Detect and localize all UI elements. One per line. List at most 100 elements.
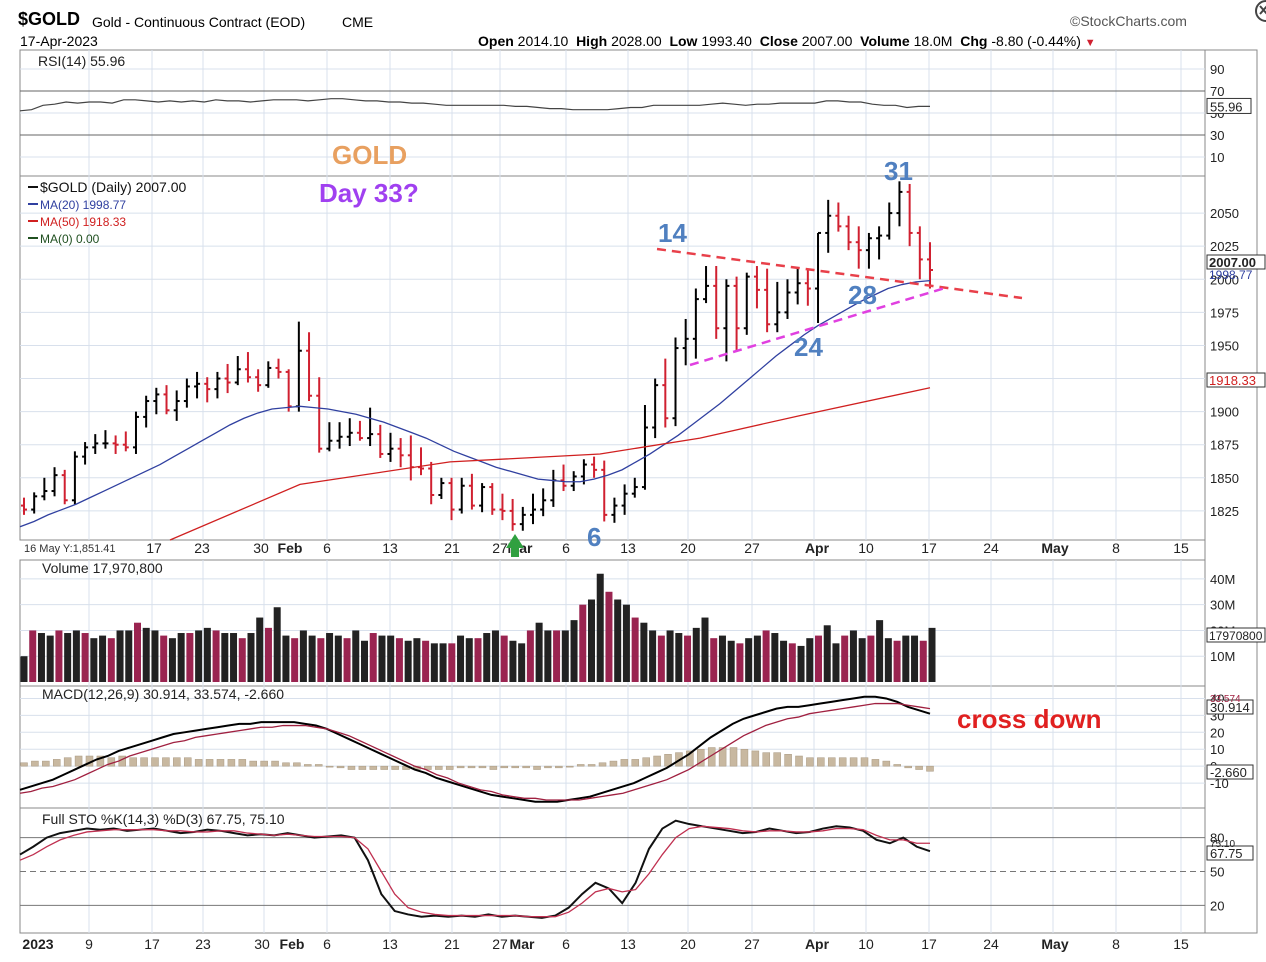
volume-bar	[797, 645, 805, 682]
bottom-date-label: May	[1041, 936, 1068, 952]
macd-histogram-bar	[52, 759, 61, 767]
price-date-label: 8	[1112, 540, 1120, 556]
macd-histogram-bar	[314, 764, 323, 767]
macd-histogram-bar	[456, 765, 465, 769]
macd-histogram-bar	[511, 765, 519, 769]
macd-histogram-bar	[882, 760, 891, 767]
macd-histogram-bar	[904, 765, 912, 769]
macd-histogram-bar	[467, 765, 476, 769]
bottom-date-label: 15	[1173, 936, 1189, 952]
volume-bar	[483, 633, 491, 682]
close-label: Close	[759, 33, 798, 49]
volume-bar	[334, 635, 342, 682]
sto-tick-label: 80	[1210, 831, 1224, 846]
bottom-date-label: 13	[620, 936, 636, 952]
volume-bar	[81, 633, 89, 682]
price-date-label: 20	[680, 540, 696, 556]
sto-title: Full STO %K(14,3) %D(3) 67.75, 75.10	[42, 811, 285, 827]
volume-bar	[99, 635, 107, 682]
price-date-label: Apr	[805, 540, 830, 556]
price-tick-label: 2050	[1210, 206, 1239, 221]
macd-histogram-bar	[773, 752, 781, 767]
ma50-last-value: 1918.33	[1209, 373, 1256, 388]
macd-histogram-bar	[806, 757, 814, 767]
volume-bar	[815, 635, 822, 682]
macd-histogram-bar	[293, 762, 301, 767]
macd-histogram-bar	[435, 765, 443, 770]
volume-last-value: 17970800	[1209, 629, 1263, 643]
resistance-trendline	[656, 247, 1023, 300]
volume-bar	[273, 607, 281, 682]
price-date-label: 17	[146, 540, 162, 556]
volume-title: Volume 17,970,800	[42, 560, 163, 576]
macd-histogram-bar	[369, 765, 378, 770]
price-date-label: 6	[323, 540, 331, 556]
macd-histogram-bar	[347, 765, 356, 770]
price-date-label: 13	[382, 540, 398, 556]
bottom-date-label: 6	[323, 936, 331, 952]
macd-histogram-bar	[31, 760, 39, 767]
macd-histogram-bar	[183, 757, 192, 767]
macd-histogram-bar	[227, 759, 236, 767]
chart-date: 17-Apr-2023	[20, 33, 98, 49]
macd-histogram-bar	[697, 748, 705, 767]
volume-bar	[518, 643, 526, 682]
macd-histogram-bar	[762, 752, 771, 767]
macd-histogram-bar	[325, 765, 334, 768]
macd-histogram-bar	[740, 748, 749, 767]
macd-histogram-bar	[860, 757, 869, 767]
volume-bar	[919, 640, 927, 682]
price-tick-label: 2000	[1210, 272, 1239, 287]
macd-histogram-bar	[817, 757, 825, 767]
price-tick-label: 1850	[1210, 471, 1239, 486]
macd-histogram-bar	[598, 762, 607, 767]
price-tick-label: 1825	[1210, 504, 1239, 519]
volume-bar	[911, 635, 919, 682]
high-label: High	[576, 33, 608, 49]
rsi-last-value: 55.96	[1210, 99, 1243, 114]
stockcharts-brand[interactable]: ©StockCharts.com	[1070, 13, 1187, 29]
bottom-date-label: Feb	[280, 936, 305, 952]
gold-annotation: GOLD	[332, 140, 408, 170]
volume-bar	[823, 625, 831, 682]
price-legend-item: MA(0) 0.00	[40, 232, 100, 246]
volume-bar	[553, 630, 561, 682]
macd-histogram-bar	[140, 757, 148, 767]
bottom-date-label: 21	[444, 936, 460, 952]
price-date-label: 17	[921, 540, 937, 556]
price-date-label: May	[1041, 540, 1068, 556]
macd-histogram-bar	[194, 759, 203, 767]
wave-label-31: 31	[884, 156, 913, 186]
volume-bar	[247, 633, 255, 682]
close-icon[interactable]	[1247, 0, 1266, 22]
volume-bar	[491, 630, 499, 682]
macd-histogram-bar	[151, 757, 159, 767]
volume-bar	[500, 635, 508, 682]
volume-bar	[753, 635, 761, 682]
volume-bar	[849, 630, 857, 682]
bottom-date-label: 27	[744, 936, 760, 952]
volume-label: Volume	[860, 33, 910, 49]
macd-histogram-bar	[751, 750, 760, 767]
volume-bar	[570, 620, 578, 682]
volume-bar	[902, 635, 910, 682]
volume-last-box	[1206, 627, 1266, 643]
volume-bar	[832, 643, 840, 682]
ma50-line	[169, 387, 931, 541]
price-date-label: Feb	[278, 540, 303, 556]
volume-bar	[806, 638, 814, 682]
volume-bar	[203, 627, 211, 682]
macd-histogram-bar	[96, 755, 105, 767]
bottom-date-label: 24	[983, 936, 999, 952]
ma20-last-value: 1998.77	[1209, 268, 1253, 282]
volume-bar	[125, 630, 133, 682]
price-scale-frame	[1204, 49, 1258, 934]
volume-bar	[640, 622, 648, 682]
macd-histogram-bar	[893, 764, 902, 767]
volume-bar	[596, 573, 604, 682]
volume-bar	[684, 635, 692, 682]
bottom-date-label: 30	[254, 936, 270, 952]
sto-k-line	[19, 819, 931, 919]
volume-bar	[395, 638, 403, 682]
